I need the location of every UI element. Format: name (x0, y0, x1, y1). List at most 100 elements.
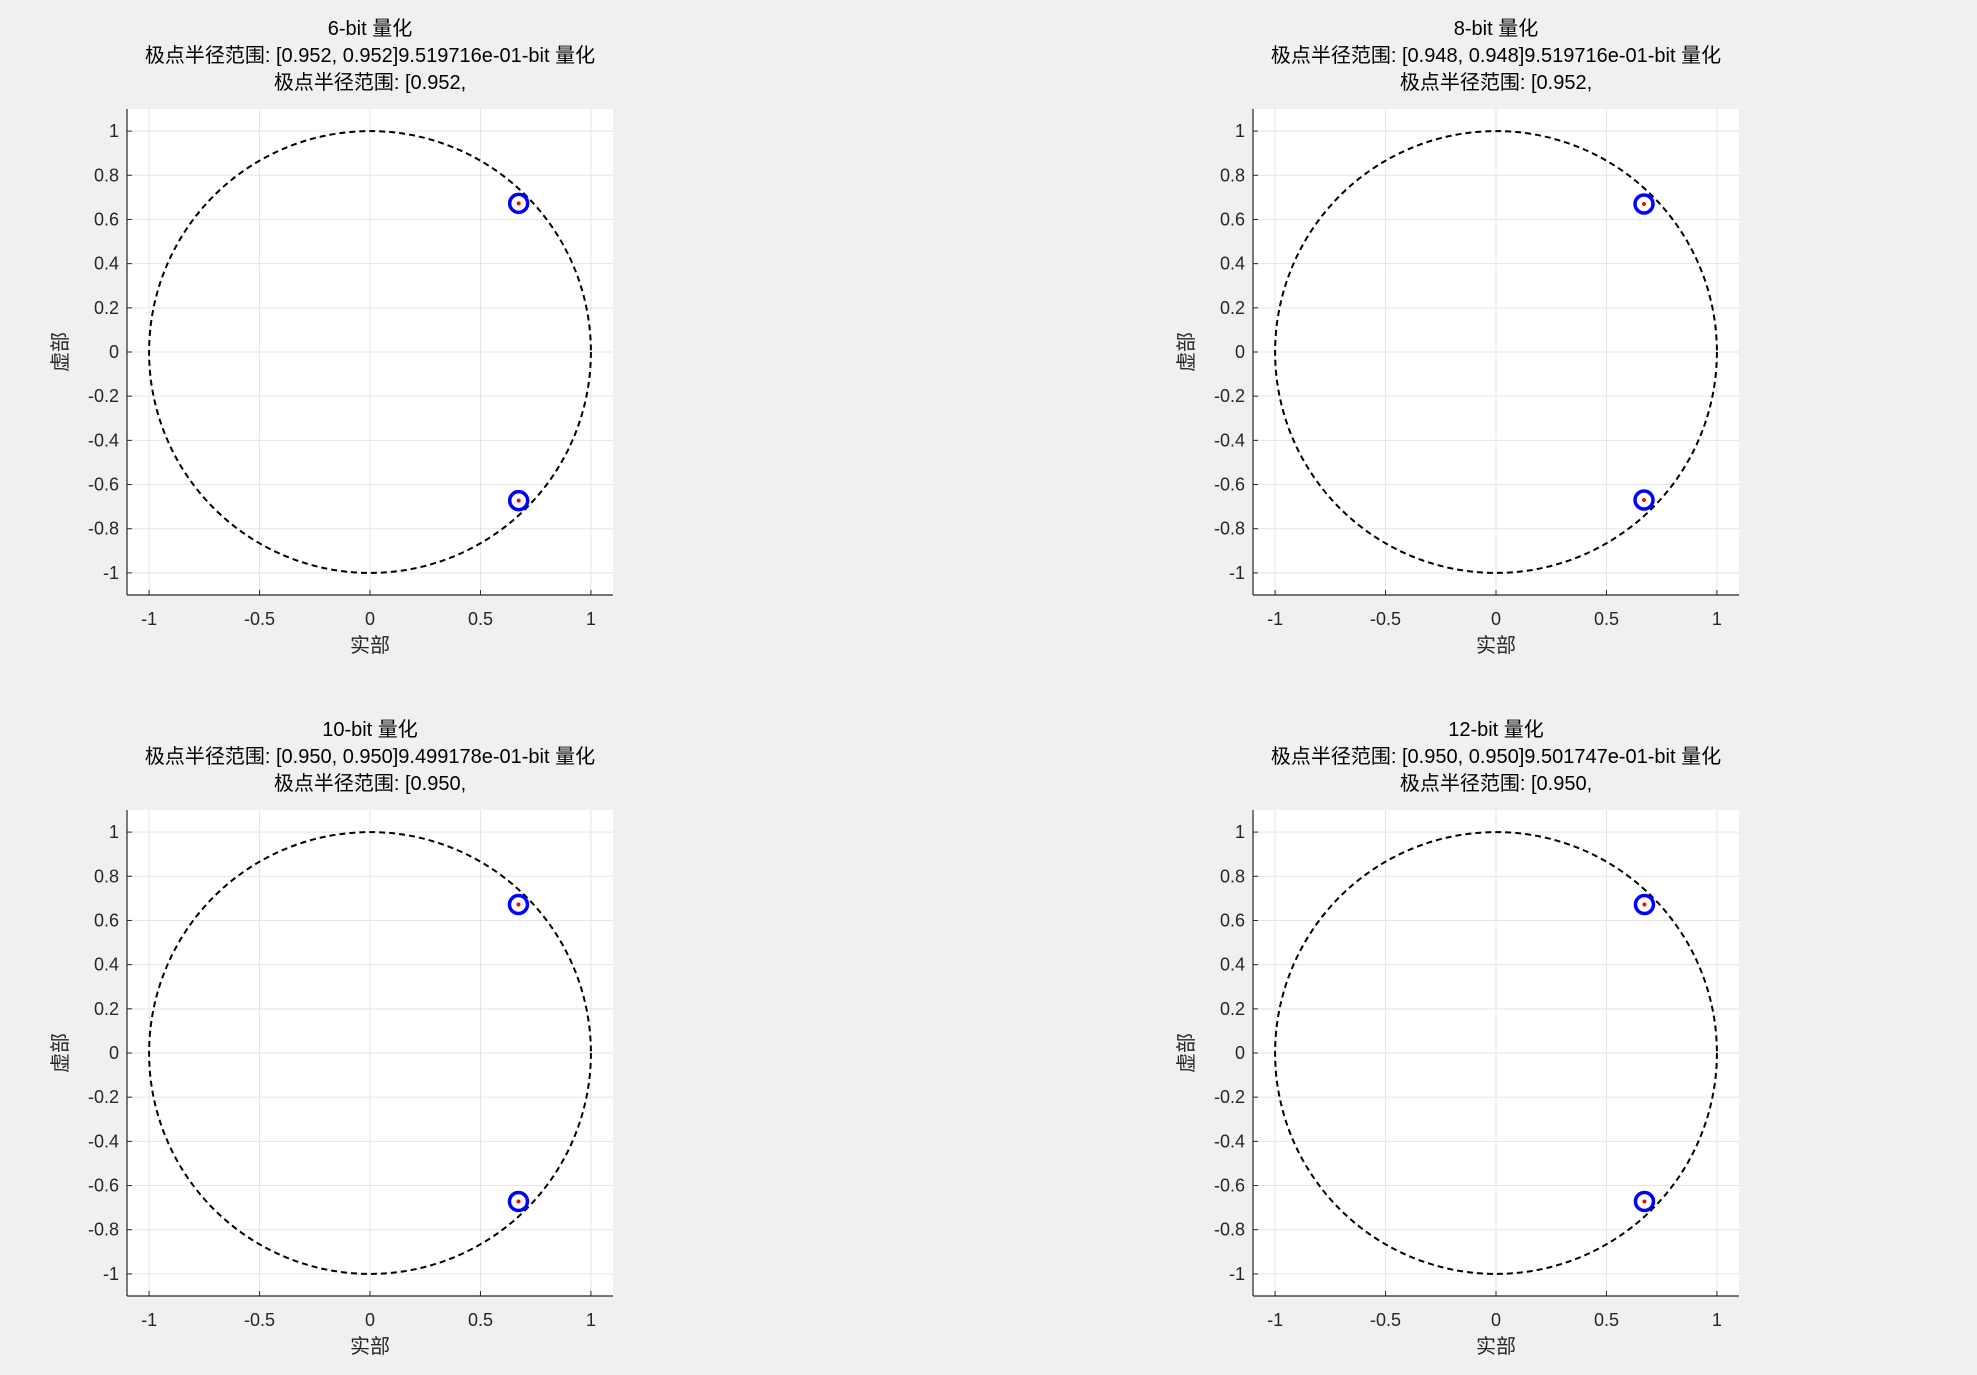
y-tick-label: 0 (1235, 342, 1245, 362)
pole-marker (507, 1190, 530, 1213)
y-tick-label: 0.6 (94, 209, 119, 229)
pole-center-dot (1642, 498, 1647, 503)
pole-marker (507, 192, 530, 215)
pole-marker (1633, 193, 1655, 215)
y-tick-label: -0.2 (1214, 1087, 1245, 1107)
chart-panel: -1 -0.5 0 0.5 1 -1 -0.8 -0.6 -0.4 -0.2 0 0.2 0.4 0.6 0… (48, 17, 613, 657)
x-tick-label: -0.5 (244, 609, 275, 629)
y-tick-label: 1 (1235, 822, 1245, 842)
y-axis-label: 虚部 (1174, 1033, 1198, 1073)
y-axis-label: 虚部 (1174, 332, 1198, 372)
y-tick-label: 0.2 (1220, 999, 1245, 1019)
x-tick-label: 0.5 (1594, 1310, 1619, 1330)
x-tick-label: 0 (1491, 609, 1501, 629)
x-tick-label: -1 (141, 1310, 157, 1330)
y-tick-label: -0.6 (88, 1176, 119, 1196)
y-tick-label: 0.4 (1220, 254, 1245, 274)
x-tick-label: -0.5 (244, 1310, 275, 1330)
pole-center-dot (516, 1199, 521, 1204)
y-tick-label: -0.8 (88, 519, 119, 539)
y-tick-label: 1 (109, 822, 119, 842)
pole-center-dot (1642, 902, 1647, 907)
y-tick-label: -0.2 (88, 386, 119, 406)
pole-center-dot (1642, 201, 1647, 206)
pole-center-dot (516, 902, 521, 907)
y-tick-label: -0.8 (1214, 519, 1245, 539)
y-tick-label: 1 (1235, 121, 1245, 141)
y-tick-label: -0.8 (1214, 1220, 1245, 1240)
chart-title-line: 极点半径范围: [0.952, (1400, 71, 1592, 94)
y-tick-label: 0 (109, 342, 119, 362)
chart-title-line: 极点半径范围: [0.952, (274, 71, 466, 94)
pole-marker (507, 893, 530, 916)
y-tick-label: -0.4 (1214, 1131, 1245, 1151)
unit-circle (148, 831, 592, 1275)
y-tick-label: -0.2 (88, 1087, 119, 1107)
y-tick-label: 0.8 (1220, 866, 1245, 886)
y-tick-label: 0.6 (1220, 910, 1245, 930)
pole-marker (507, 489, 530, 512)
x-tick-label: -1 (1267, 609, 1283, 629)
y-tick-label: -0.6 (88, 475, 119, 495)
x-tick-label: 0 (365, 1310, 375, 1330)
y-tick-label: 0 (109, 1043, 119, 1063)
y-tick-label: 0.8 (94, 866, 119, 886)
y-axis-label: 虚部 (48, 332, 72, 372)
chart-panel: -1 -0.5 0 0.5 1 -1 -0.8 -0.6 -0.4 -0.2 0 0.2 0.4 0.6 0… (48, 718, 613, 1358)
x-axis-label: 实部 (350, 633, 390, 657)
x-tick-label: 0 (365, 609, 375, 629)
y-tick-label: -0.6 (1214, 1176, 1245, 1196)
x-tick-label: -1 (1267, 1310, 1283, 1330)
y-tick-label: 0.6 (1220, 209, 1245, 229)
chart-title-line: 极点半径范围: [0.950, 0.950]9.501747e-01-bit 量… (1271, 745, 1721, 768)
y-tick-label: 1 (109, 121, 119, 141)
chart-title-line: 6-bit 量化 (328, 17, 412, 40)
chart-panel: -1 -0.5 0 0.5 1 -1 -0.8 -0.6 -0.4 -0.2 0 0.2 0.4 0.6 0… (1174, 718, 1739, 1358)
x-tick-label: 1 (586, 609, 596, 629)
y-tick-label: -0.2 (1214, 386, 1245, 406)
y-tick-label: 0.4 (1220, 955, 1245, 975)
y-tick-label: 0.8 (94, 165, 119, 185)
y-tick-label: -0.8 (88, 1220, 119, 1240)
y-tick-label: -0.4 (1214, 430, 1245, 450)
x-tick-label: 1 (1712, 1310, 1722, 1330)
chart-panel: -1 -0.5 0 0.5 1 -1 -0.8 -0.6 -0.4 -0.2 0 0.2 0.4 0.6 0… (1174, 17, 1739, 657)
chart-title-line: 极点半径范围: [0.950, (274, 772, 466, 795)
pole-marker (1633, 1190, 1656, 1213)
y-tick-label: 0.2 (1220, 298, 1245, 318)
y-tick-label: 0.4 (94, 254, 119, 274)
x-tick-label: 0.5 (468, 609, 493, 629)
y-tick-label: 0.2 (94, 999, 119, 1019)
y-tick-label: -0.6 (1214, 475, 1245, 495)
x-tick-label: 0 (1491, 1310, 1501, 1330)
y-tick-label: -0.4 (88, 1131, 119, 1151)
y-tick-label: 0.8 (1220, 165, 1245, 185)
y-tick-label: -1 (1229, 1264, 1245, 1284)
y-tick-label: -1 (1229, 563, 1245, 583)
unit-circle (1274, 831, 1718, 1275)
y-tick-label: 0 (1235, 1043, 1245, 1063)
x-tick-label: -1 (141, 609, 157, 629)
chart-title-line: 12-bit 量化 (1448, 718, 1544, 741)
x-axis-label: 实部 (350, 1334, 390, 1358)
pole-marker (1633, 489, 1655, 511)
y-tick-label: -0.4 (88, 430, 119, 450)
unit-circle (148, 130, 592, 574)
pole-center-dot (516, 201, 521, 206)
unit-circle (1274, 130, 1718, 574)
chart-title-line: 8-bit 量化 (1454, 17, 1538, 40)
y-tick-label: -1 (103, 1264, 119, 1284)
pole-center-dot (1642, 1199, 1647, 1204)
y-tick-label: 0.6 (94, 910, 119, 930)
y-tick-label: 0.4 (94, 955, 119, 975)
chart-title-line: 10-bit 量化 (322, 718, 418, 741)
x-tick-label: 0.5 (468, 1310, 493, 1330)
x-tick-label: -0.5 (1370, 609, 1401, 629)
y-tick-label: -1 (103, 563, 119, 583)
chart-title-line: 极点半径范围: [0.950, 0.950]9.499178e-01-bit 量… (145, 745, 595, 768)
chart-title-line: 极点半径范围: [0.952, 0.952]9.519716e-01-bit 量… (145, 44, 595, 67)
chart-title-line: 极点半径范围: [0.950, (1400, 772, 1592, 795)
y-tick-label: 0.2 (94, 298, 119, 318)
pole-marker (1633, 893, 1656, 916)
